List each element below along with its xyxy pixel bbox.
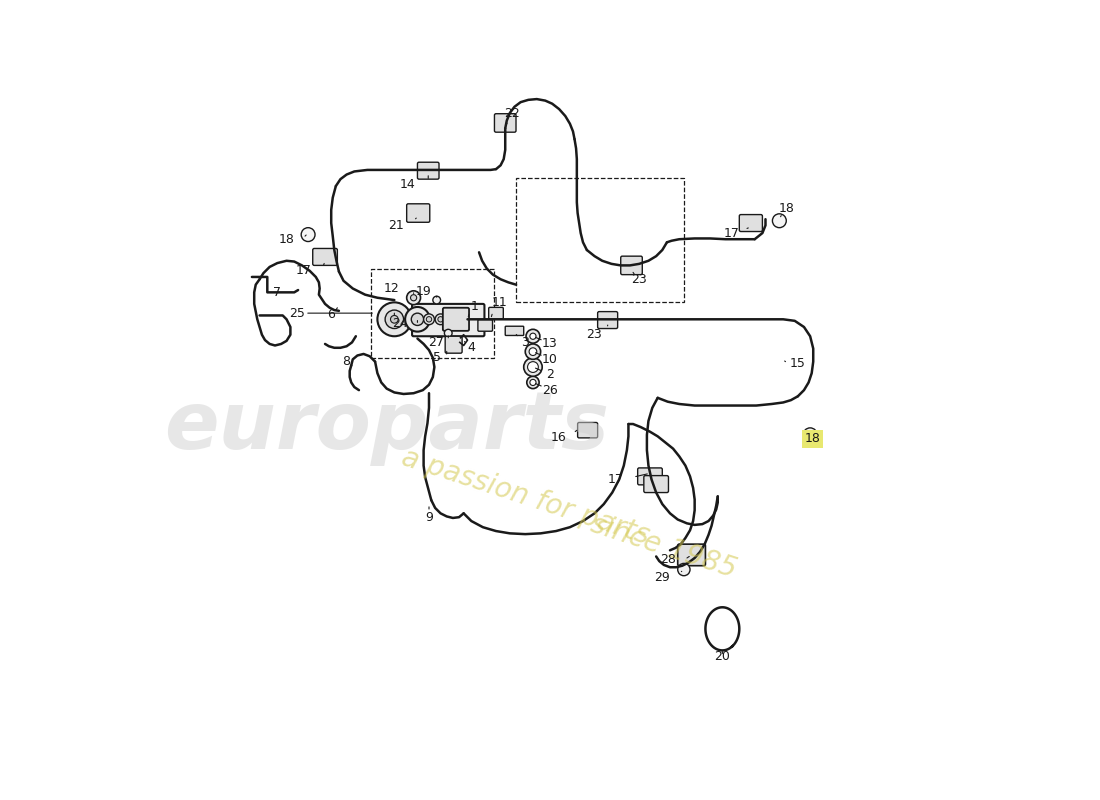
FancyBboxPatch shape — [412, 304, 484, 336]
Text: 9: 9 — [425, 511, 433, 525]
FancyBboxPatch shape — [418, 162, 439, 179]
Circle shape — [390, 315, 398, 323]
FancyBboxPatch shape — [495, 114, 516, 132]
Text: 14: 14 — [400, 178, 416, 191]
Circle shape — [530, 379, 536, 386]
Text: 5: 5 — [432, 351, 440, 364]
Circle shape — [377, 302, 411, 336]
Circle shape — [527, 376, 539, 389]
Text: 16: 16 — [551, 431, 566, 444]
Text: 12: 12 — [383, 282, 399, 295]
Text: 24: 24 — [393, 318, 408, 330]
Text: 8: 8 — [342, 355, 350, 368]
Text: 23: 23 — [586, 328, 603, 341]
FancyBboxPatch shape — [488, 307, 504, 319]
Text: 28: 28 — [660, 553, 676, 566]
Circle shape — [526, 344, 541, 359]
Text: 13: 13 — [542, 338, 558, 350]
FancyBboxPatch shape — [620, 256, 642, 274]
Circle shape — [530, 333, 536, 339]
Circle shape — [524, 358, 542, 376]
Text: 11: 11 — [492, 296, 507, 309]
Circle shape — [529, 348, 537, 355]
Circle shape — [772, 214, 786, 228]
Text: 20: 20 — [714, 650, 730, 663]
Text: 29: 29 — [654, 570, 670, 584]
Circle shape — [438, 317, 443, 322]
Circle shape — [385, 310, 404, 329]
Text: 22: 22 — [504, 107, 520, 120]
Circle shape — [526, 330, 540, 343]
FancyBboxPatch shape — [597, 311, 618, 329]
Text: 18: 18 — [804, 432, 821, 445]
Text: since 1985: since 1985 — [587, 510, 740, 583]
Text: 4: 4 — [468, 341, 475, 354]
Text: 10: 10 — [542, 353, 558, 366]
FancyBboxPatch shape — [477, 320, 493, 331]
FancyBboxPatch shape — [644, 476, 669, 493]
Text: 17: 17 — [724, 226, 739, 239]
Bar — [516, 178, 684, 302]
Text: 19: 19 — [416, 285, 431, 298]
FancyBboxPatch shape — [678, 544, 705, 566]
Text: 17: 17 — [608, 473, 624, 486]
Text: 15: 15 — [790, 358, 806, 370]
FancyBboxPatch shape — [505, 326, 524, 335]
Circle shape — [436, 314, 446, 325]
Circle shape — [528, 362, 538, 373]
Text: 7: 7 — [273, 286, 282, 299]
Circle shape — [410, 294, 417, 301]
Circle shape — [444, 330, 452, 337]
Circle shape — [427, 317, 431, 322]
FancyBboxPatch shape — [638, 468, 662, 485]
Text: 2: 2 — [546, 368, 553, 382]
Circle shape — [411, 313, 424, 326]
Circle shape — [405, 307, 430, 332]
Text: 18: 18 — [278, 233, 295, 246]
FancyBboxPatch shape — [446, 336, 462, 353]
Circle shape — [447, 314, 458, 325]
Text: 1: 1 — [471, 300, 478, 313]
FancyBboxPatch shape — [312, 249, 338, 266]
Circle shape — [301, 228, 315, 242]
FancyBboxPatch shape — [739, 214, 762, 231]
Text: 17: 17 — [295, 263, 311, 277]
Circle shape — [407, 291, 420, 305]
Text: 27: 27 — [428, 336, 443, 349]
Text: 18: 18 — [779, 202, 795, 215]
Circle shape — [432, 296, 440, 304]
Text: 3: 3 — [521, 336, 529, 349]
Text: a passion for parts: a passion for parts — [398, 443, 652, 550]
Text: 23: 23 — [631, 273, 647, 286]
Text: europarts: europarts — [164, 388, 609, 466]
Text: 6: 6 — [328, 308, 336, 321]
FancyBboxPatch shape — [578, 422, 597, 438]
FancyBboxPatch shape — [407, 204, 430, 222]
Circle shape — [678, 563, 690, 576]
Text: 25: 25 — [289, 306, 305, 320]
Circle shape — [803, 428, 817, 442]
FancyBboxPatch shape — [443, 308, 469, 331]
Bar — [372, 270, 495, 358]
Circle shape — [450, 317, 454, 322]
Text: 21: 21 — [388, 219, 404, 232]
Circle shape — [424, 314, 434, 325]
Text: 26: 26 — [542, 384, 558, 397]
